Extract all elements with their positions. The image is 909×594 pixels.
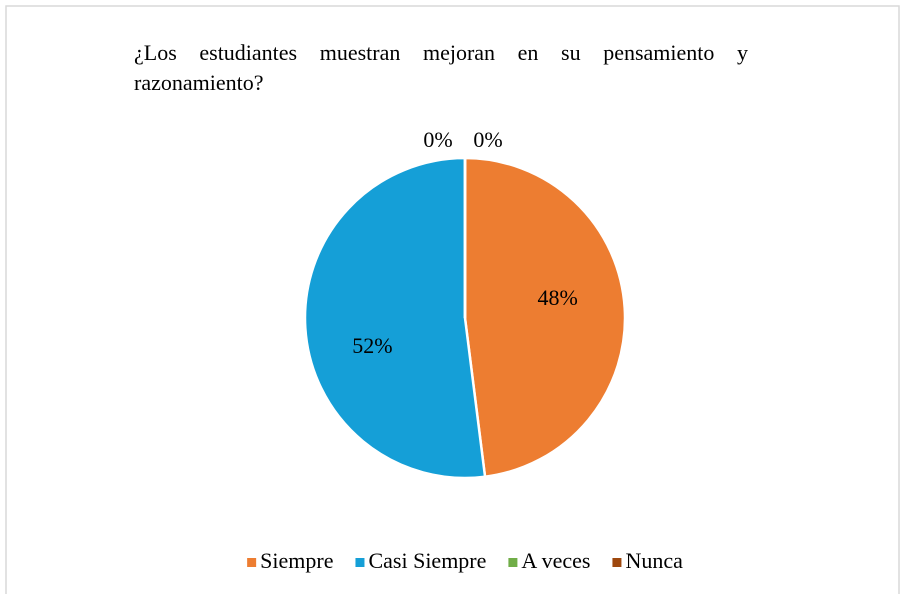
pie-slice bbox=[463, 156, 627, 479]
legend-label: A veces bbox=[521, 548, 590, 573]
legend-swatch bbox=[508, 558, 518, 567]
data-label: 0% bbox=[423, 127, 452, 152]
data-label: 0% bbox=[473, 127, 502, 152]
legend-label: Casi Siempre bbox=[368, 548, 486, 573]
legend-swatch bbox=[247, 558, 257, 567]
legend-label: Nunca bbox=[625, 548, 683, 573]
data-label: 48% bbox=[537, 285, 577, 310]
pie-slice bbox=[303, 156, 487, 480]
legend-swatch bbox=[355, 558, 365, 567]
chart-border bbox=[5, 5, 900, 594]
chart-title: ¿Los estudiantes muestran mejoran en su … bbox=[134, 40, 748, 95]
legend-swatch bbox=[612, 558, 622, 567]
legend-label: Siempre bbox=[260, 548, 333, 573]
data-label: 52% bbox=[352, 333, 392, 358]
